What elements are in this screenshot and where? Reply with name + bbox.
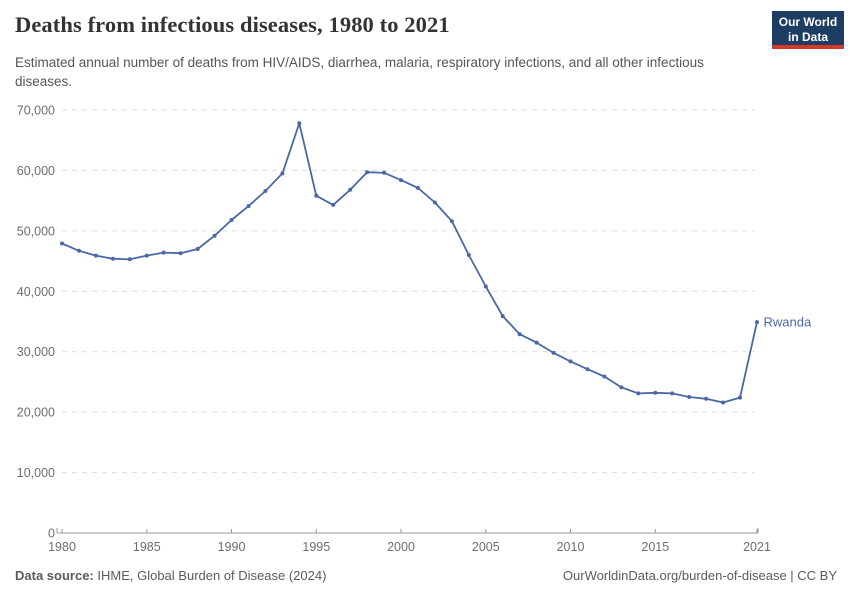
data-point[interactable] [246,204,251,209]
data-point[interactable] [416,186,420,190]
data-point[interactable] [466,253,471,257]
data-point[interactable] [704,396,709,401]
data-source-value: IHME, Global Burden of Disease (2024) [97,568,327,583]
x-axis-tick-label: 2010 [557,540,585,554]
data-point[interactable] [687,395,692,399]
entity-label-rwanda[interactable]: Rwanda [764,315,812,330]
data-point[interactable] [636,391,641,396]
data-point[interactable] [280,171,285,176]
data-point[interactable] [331,202,336,207]
x-axis-tick-label: 2000 [387,540,415,554]
data-point[interactable] [178,251,183,256]
x-axis-tick-label: 1990 [218,540,246,554]
data-point[interactable] [585,367,590,372]
data-point[interactable] [721,400,726,405]
data-point[interactable] [297,121,302,126]
footer-link[interactable]: OurWorldinData.org/burden-of-disease | C… [562,568,837,583]
data-point[interactable] [212,233,217,238]
chart-subtitle: Estimated annual number of deaths from H… [15,55,704,90]
data-point[interactable] [568,359,573,364]
data-point[interactable] [229,218,234,222]
data-point[interactable] [161,250,166,255]
y-axis-tick-label: 50,000 [17,224,55,238]
owid-logo-line1: Our World [778,15,838,29]
data-point[interactable] [314,193,319,198]
data-point[interactable] [77,248,81,253]
x-axis-tick-label: 1995 [302,540,330,554]
data-point[interactable] [127,257,132,262]
data-point[interactable] [602,374,607,379]
data-point[interactable] [551,350,556,355]
data-point[interactable] [110,256,115,261]
data-point[interactable] [670,391,675,396]
chart-canvas: 0 10,000 20,000 30,000 40,000 50,000 60,000 70,… [17,104,812,555]
x-axis-tick-label: 2005 [472,540,500,554]
x-axis-tick-label: 1980 [48,540,76,554]
data-point[interactable] [195,247,200,251]
data-point[interactable] [399,178,403,183]
data-point[interactable] [144,253,149,258]
data-point[interactable] [60,241,64,246]
data-point[interactable] [432,200,437,205]
x-axis-tick-label: 1985 [133,540,161,554]
y-axis-tick-label: 40,000 [17,285,55,299]
data-point[interactable] [263,189,268,193]
data-point[interactable] [382,170,387,175]
owid-logo-line2: in Data [787,30,828,44]
page-title: Deaths from infectious diseases, 1980 to… [15,12,450,37]
y-axis-tick-label: 70,000 [17,104,55,118]
data-point[interactable] [653,390,658,395]
data-point[interactable] [755,320,759,325]
data-point[interactable] [619,385,624,390]
data-point[interactable] [449,219,454,224]
data-point[interactable] [93,253,98,258]
y-axis-tick-label: 20,000 [17,406,55,420]
data-source: Data source: IHME, Global Burden of Dise… [15,568,326,583]
data-point[interactable] [534,340,539,345]
y-axis-tick-label: 0 [48,527,55,541]
data-point[interactable] [348,187,353,192]
y-axis-tick-label: 60,000 [17,164,55,178]
x-axis-tick-label: 2015 [641,540,669,554]
data-point[interactable] [365,170,370,175]
owid-logo[interactable]: Our World in Data [772,11,844,49]
data-point[interactable] [500,314,505,319]
data-point[interactable] [738,395,742,400]
y-axis-tick-label: 30,000 [17,345,55,359]
y-axis-tick-label: 10,000 [17,466,55,480]
x-axis-tick-label: 2021 [743,540,771,554]
data-source-label: Data source: [15,568,94,583]
data-point[interactable] [483,284,488,289]
series-line-rwanda[interactable] [61,122,758,404]
data-point[interactable] [517,332,522,337]
